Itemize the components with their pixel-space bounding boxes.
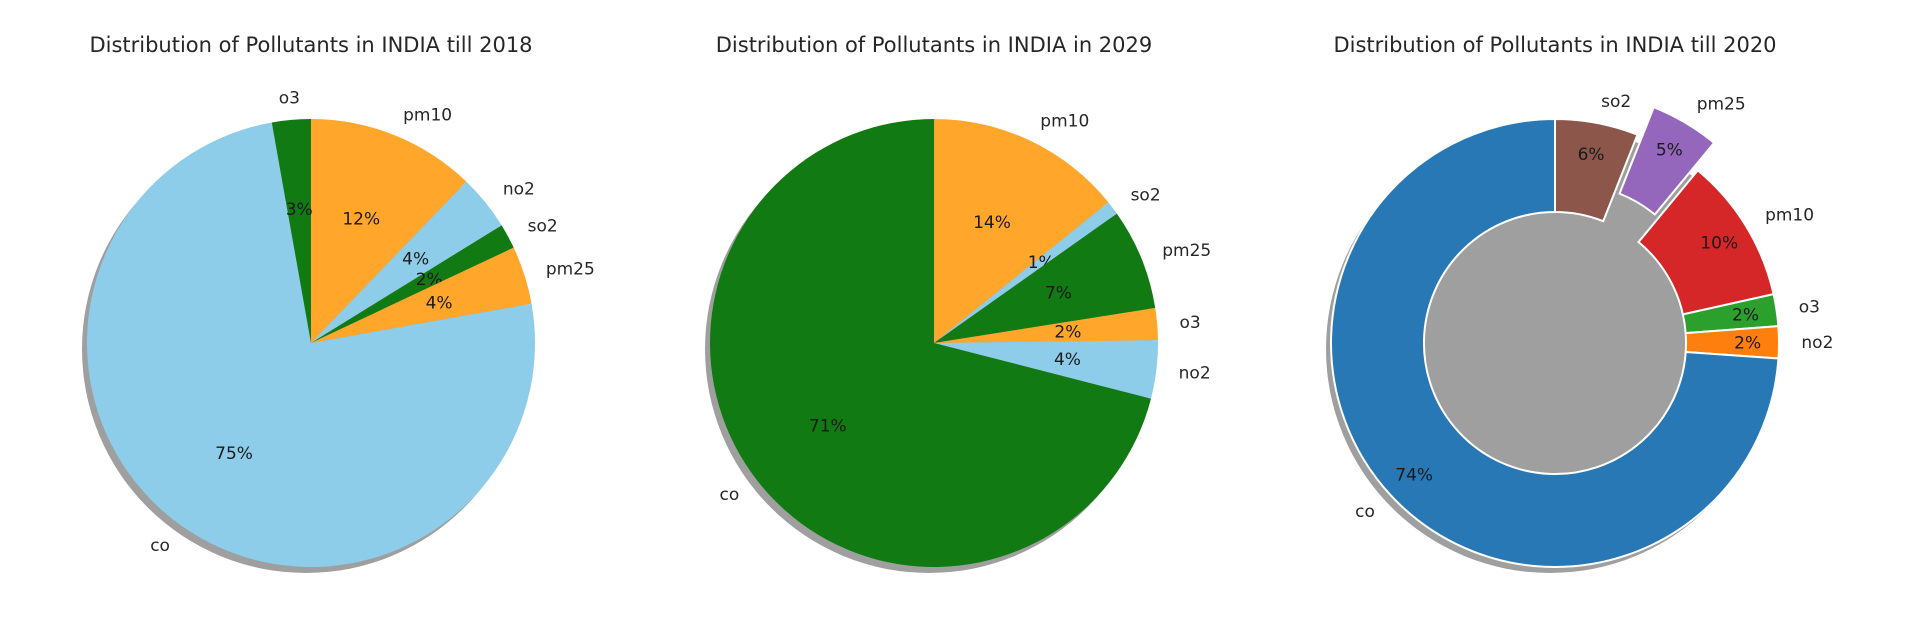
slice-no2 bbox=[934, 340, 1158, 399]
pie-chart-2018: Distribution of Pollutants in INDIA till… bbox=[82, 33, 595, 573]
slice-label-co: co bbox=[720, 485, 740, 505]
slice-pct-so2: 6% bbox=[1578, 145, 1605, 165]
slice-co bbox=[87, 122, 536, 567]
slice-pct-pm25: 4% bbox=[426, 293, 453, 313]
slice-pm25 bbox=[934, 213, 1156, 343]
slice-label-so2: so2 bbox=[1601, 92, 1631, 112]
slice-o3 bbox=[934, 307, 1158, 343]
slice-label-no2: no2 bbox=[503, 179, 535, 199]
slice-pct-pm25: 7% bbox=[1045, 283, 1072, 303]
slice-pct-no2: 4% bbox=[1054, 350, 1081, 370]
slice-label-co: co bbox=[1355, 502, 1375, 522]
slice-pct-pm10: 10% bbox=[1700, 233, 1738, 253]
chart-title-2020: Distribution of Pollutants in INDIA till… bbox=[1333, 33, 1776, 57]
slice-pct-co: 75% bbox=[215, 444, 253, 464]
slice-co bbox=[1330, 117, 1780, 568]
slice-o3 bbox=[271, 119, 311, 343]
slice-label-o3: o3 bbox=[1799, 298, 1820, 318]
slice-pct-co: 74% bbox=[1395, 465, 1433, 485]
slice-pm10 bbox=[311, 119, 467, 343]
slice-pm25 bbox=[311, 247, 532, 343]
chart-title-2029: Distribution of Pollutants in INDIA in 2… bbox=[716, 33, 1153, 57]
slice-label-pm25: pm25 bbox=[1697, 94, 1746, 114]
slice-label-pm25: pm25 bbox=[546, 259, 595, 279]
slice-no2 bbox=[311, 181, 502, 343]
slice-label-co: co bbox=[150, 536, 170, 556]
slices-2020: so2 6% pm25 5% pm10 10% o3 2% no2 2% co 74% bbox=[1326, 92, 1833, 573]
slice-label-pm10: pm10 bbox=[1765, 205, 1814, 225]
slice-pct-pm10: 12% bbox=[342, 209, 380, 229]
slice-label-o3: o3 bbox=[279, 89, 300, 109]
donut-chart-2020: Distribution of Pollutants in INDIA till… bbox=[1326, 33, 1833, 573]
chart-title-2018: Distribution of Pollutants in INDIA till… bbox=[89, 33, 532, 57]
slice-pct-pm25: 5% bbox=[1656, 141, 1683, 161]
slice-label-pm10: pm10 bbox=[1040, 112, 1089, 132]
slice-pct-o3: 3% bbox=[286, 200, 313, 220]
slice-pm10 bbox=[934, 119, 1109, 343]
slice-so2 bbox=[311, 225, 514, 343]
slice-pct-no2: 2% bbox=[1734, 333, 1761, 353]
slice-pct-o3: 2% bbox=[1054, 323, 1081, 343]
slice-pct-co: 71% bbox=[809, 416, 847, 436]
slice-so2 bbox=[1554, 117, 1639, 223]
slice-label-so2: so2 bbox=[528, 217, 558, 237]
slice-label-o3: o3 bbox=[1180, 313, 1201, 333]
slice-label-no2: no2 bbox=[1179, 363, 1211, 383]
slice-label-no2: no2 bbox=[1801, 333, 1833, 353]
slice-label-so2: so2 bbox=[1131, 185, 1161, 205]
slice-pct-o3: 2% bbox=[1732, 306, 1759, 326]
slice-label-pm10: pm10 bbox=[403, 105, 452, 125]
slice-co bbox=[710, 119, 1151, 567]
slice-so2 bbox=[934, 202, 1117, 343]
slice-pm25 bbox=[1618, 105, 1716, 216]
slice-pct-pm10: 14% bbox=[973, 213, 1011, 233]
pie-chart-2029: Distribution of Pollutants in INDIA in 2… bbox=[705, 33, 1211, 573]
slice-label-pm25: pm25 bbox=[1162, 241, 1211, 261]
slice-pct-no2: 4% bbox=[402, 250, 429, 270]
